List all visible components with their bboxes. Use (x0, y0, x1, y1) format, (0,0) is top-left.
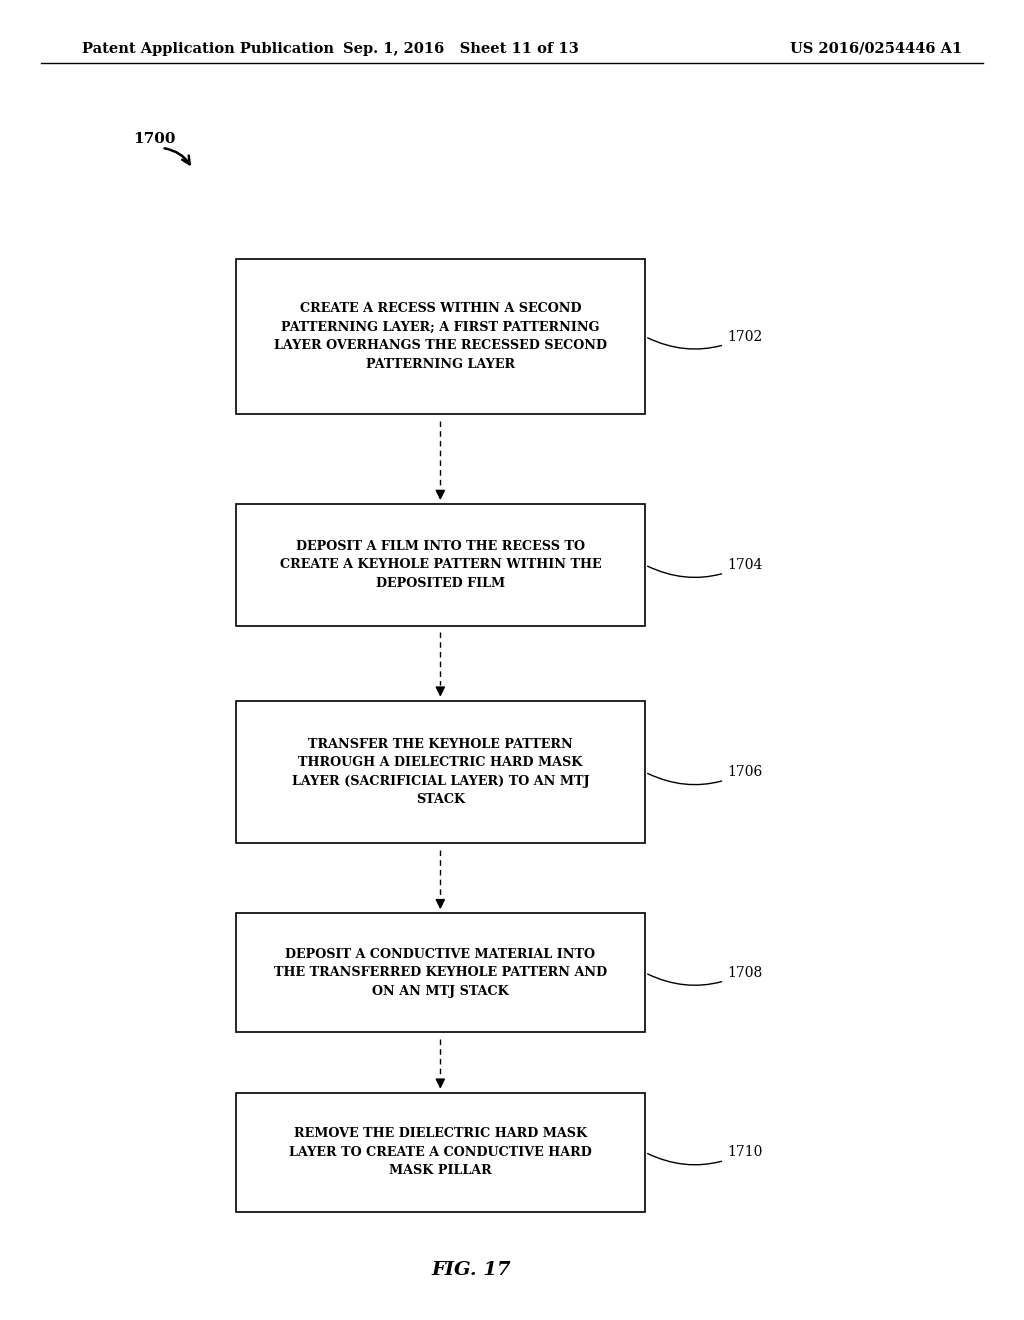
Text: 1708: 1708 (647, 966, 762, 985)
Text: Patent Application Publication: Patent Application Publication (82, 42, 334, 55)
Bar (236, 504, 645, 626)
Text: 1710: 1710 (647, 1146, 763, 1164)
Text: 1702: 1702 (647, 330, 762, 348)
Text: 1704: 1704 (647, 558, 763, 577)
Text: FIG. 17: FIG. 17 (431, 1261, 511, 1279)
Text: DEPOSIT A CONDUCTIVE MATERIAL INTO
THE TRANSFERRED KEYHOLE PATTERN AND
ON AN MTJ: DEPOSIT A CONDUCTIVE MATERIAL INTO THE T… (273, 948, 607, 998)
Text: US 2016/0254446 A1: US 2016/0254446 A1 (791, 42, 963, 55)
Text: DEPOSIT A FILM INTO THE RECESS TO
CREATE A KEYHOLE PATTERN WITHIN THE
DEPOSITED : DEPOSIT A FILM INTO THE RECESS TO CREATE… (280, 540, 601, 590)
Bar (236, 1093, 645, 1212)
Text: Sep. 1, 2016   Sheet 11 of 13: Sep. 1, 2016 Sheet 11 of 13 (343, 42, 579, 55)
Text: 1706: 1706 (647, 766, 762, 784)
Bar (236, 259, 645, 414)
Text: REMOVE THE DIELECTRIC HARD MASK
LAYER TO CREATE A CONDUCTIVE HARD
MASK PILLAR: REMOVE THE DIELECTRIC HARD MASK LAYER TO… (289, 1127, 592, 1177)
Text: 1700: 1700 (133, 132, 176, 145)
Text: CREATE A RECESS WITHIN A SECOND
PATTERNING LAYER; A FIRST PATTERNING
LAYER OVERH: CREATE A RECESS WITHIN A SECOND PATTERNI… (273, 302, 607, 371)
Bar (236, 913, 645, 1032)
Bar (236, 701, 645, 843)
Text: TRANSFER THE KEYHOLE PATTERN
THROUGH A DIELECTRIC HARD MASK
LAYER (SACRIFICIAL L: TRANSFER THE KEYHOLE PATTERN THROUGH A D… (292, 738, 589, 807)
